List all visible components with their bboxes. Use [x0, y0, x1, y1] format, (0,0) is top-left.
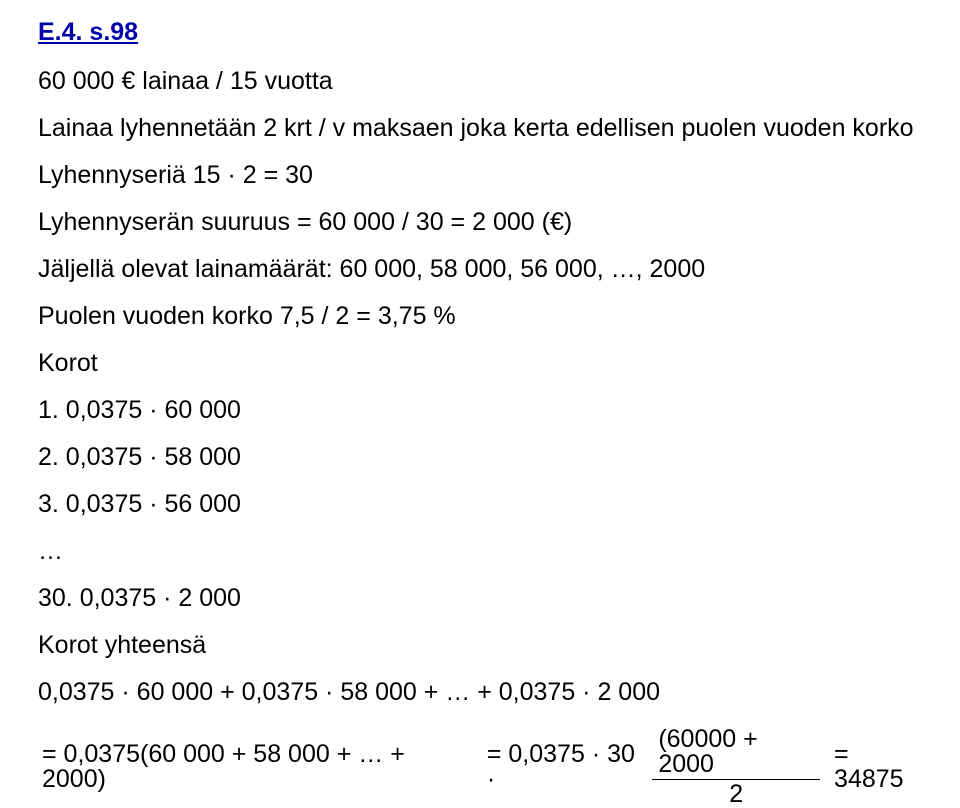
equation-result: = 34875 — [830, 742, 922, 792]
equation-mid-prefix: = 0,0375 · 30 · — [483, 742, 648, 792]
text-line: Lainaa lyhennetään 2 krt / v maksaen jok… — [38, 116, 922, 141]
text-line: 2. 0,0375 · 58 000 — [38, 445, 922, 470]
text-line: 0,0375 · 60 000 + 0,0375 · 58 000 + … + … — [38, 680, 922, 705]
equation-middle: = 0,0375 · 30 · (60000 + 2000 2 — [483, 727, 824, 807]
text-line: Korot yhteensä — [38, 633, 922, 658]
text-line: 3. 0,0375 · 56 000 — [38, 492, 922, 517]
text-line: 60 000 € lainaa / 15 vuotta — [38, 69, 922, 94]
final-equation-row: = 0,0375(60 000 + 58 000 + … + 2000) = 0… — [38, 727, 922, 807]
text-line: 30. 0,0375 · 2 000 — [38, 586, 922, 611]
fraction-numerator: (60000 + 2000 — [652, 727, 820, 780]
fraction-denominator: 2 — [723, 780, 749, 807]
equation-left: = 0,0375(60 000 + 58 000 + … + 2000) — [38, 742, 465, 792]
text-line: Jäljellä olevat lainamäärät: 60 000, 58 … — [38, 257, 922, 282]
text-line: Korot — [38, 351, 922, 376]
text-line: … — [38, 539, 922, 564]
fraction: (60000 + 2000 2 — [652, 727, 820, 807]
text-line: 1. 0,0375 · 60 000 — [38, 398, 922, 423]
document-page: E.4. s.98 60 000 € lainaa / 15 vuotta La… — [0, 0, 960, 807]
text-line: Lyhennyserän suuruus = 60 000 / 30 = 2 0… — [38, 210, 922, 235]
exercise-heading: E.4. s.98 — [38, 18, 922, 47]
text-line: Puolen vuoden korko 7,5 / 2 = 3,75 % — [38, 304, 922, 329]
text-line: Lyhennyseriä 15 · 2 = 30 — [38, 163, 922, 188]
